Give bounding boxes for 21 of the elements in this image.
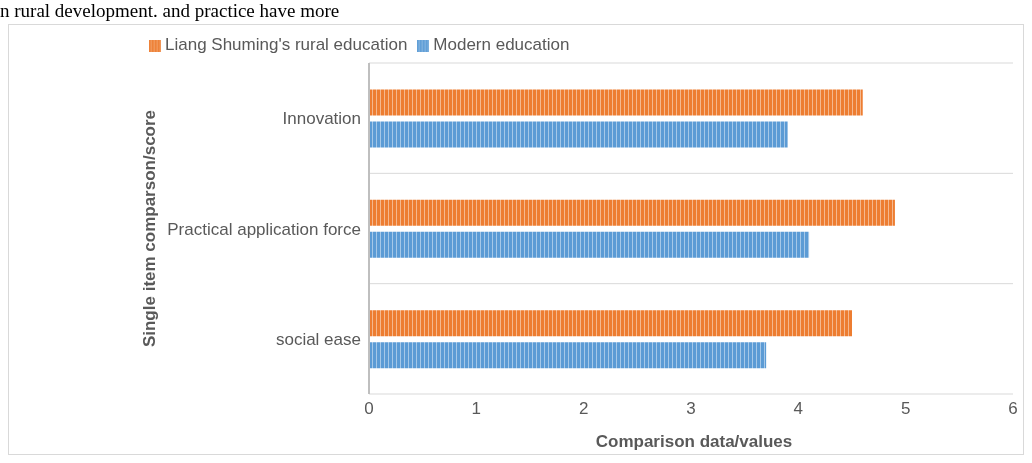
x-tick-label: 0 bbox=[364, 399, 374, 419]
x-tick-label: 1 bbox=[471, 399, 482, 419]
bar bbox=[369, 199, 895, 226]
x-axis-title: Comparison data/values bbox=[594, 432, 794, 452]
bar bbox=[369, 121, 788, 148]
x-tick-label: 5 bbox=[900, 399, 911, 419]
bar bbox=[369, 342, 767, 369]
x-tick-label: 4 bbox=[793, 399, 804, 419]
y-tick-label: Innovation bbox=[282, 109, 361, 129]
y-tick-label: Practical application force bbox=[167, 219, 361, 239]
legend-label: Liang Shuming's rural education bbox=[165, 35, 408, 54]
legend-label: Modern education bbox=[433, 35, 570, 54]
x-tick-label: 6 bbox=[1008, 399, 1018, 419]
x-tick-label: 3 bbox=[686, 399, 696, 419]
x-tick-label: 2 bbox=[578, 399, 589, 419]
text: n rural development. and practice have more bbox=[0, 0, 340, 22]
y-tick-label: social ease bbox=[275, 329, 361, 349]
bar bbox=[369, 231, 810, 258]
bar bbox=[369, 89, 863, 116]
bar bbox=[369, 310, 852, 337]
y-axis-title: Single item comparson/score bbox=[140, 109, 160, 348]
